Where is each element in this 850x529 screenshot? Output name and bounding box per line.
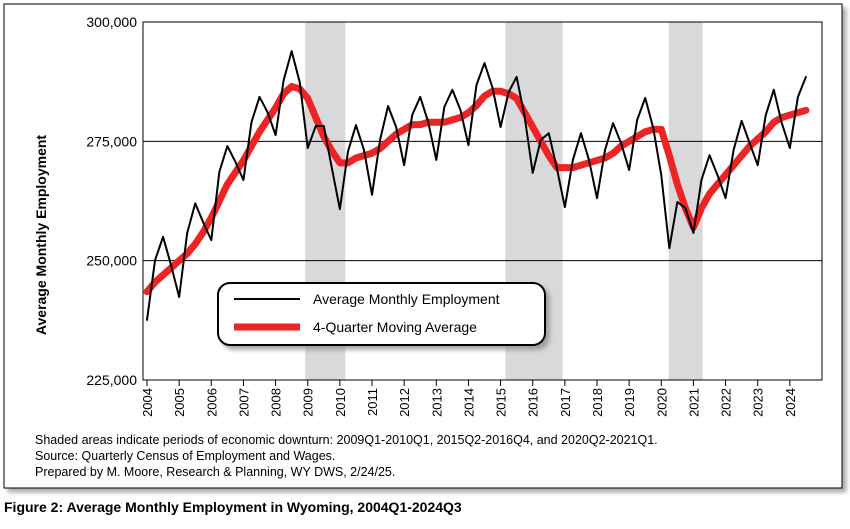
x-tick-label: 2011 bbox=[365, 388, 380, 416]
x-tick-label: 2018 bbox=[590, 388, 605, 417]
y-tick-label: 275,000 bbox=[86, 133, 137, 149]
x-tick-label: 2019 bbox=[622, 388, 637, 417]
x-tick-label: 2012 bbox=[397, 388, 412, 417]
x-tick-label: 2015 bbox=[494, 388, 509, 417]
y-tick-label: 300,000 bbox=[86, 14, 137, 30]
x-tick-label: 2014 bbox=[461, 388, 476, 417]
x-tick-label: 2013 bbox=[429, 388, 444, 417]
x-tick-label: 2016 bbox=[526, 388, 541, 417]
x-tick-label: 2004 bbox=[140, 388, 155, 417]
y-axis-label: Average Monthly Employment bbox=[33, 135, 49, 336]
x-tick-label: 2006 bbox=[204, 388, 219, 417]
y-tick-label: 250,000 bbox=[86, 253, 137, 269]
y-tick-label: 225,000 bbox=[86, 372, 137, 388]
x-tick-label: 2021 bbox=[686, 388, 701, 417]
series-line bbox=[146, 50, 807, 321]
x-tick-label: 2017 bbox=[558, 388, 573, 417]
note: Source: Quarterly Census of Employment a… bbox=[35, 449, 335, 463]
legend-label: Average Monthly Employment bbox=[313, 291, 500, 307]
x-tick-label: 2010 bbox=[333, 388, 348, 417]
x-tick-label: 2023 bbox=[751, 388, 766, 417]
x-tick-label: 2008 bbox=[269, 388, 284, 417]
caption: Figure 2: Average Monthly Employment in … bbox=[4, 499, 462, 515]
x-tick-label: 2020 bbox=[654, 388, 669, 417]
legend: Average Monthly Employment 4-Quarter Movi… bbox=[217, 282, 546, 346]
x-tick-label: 2007 bbox=[236, 388, 251, 417]
note: Prepared by M. Moore, Research & Plannin… bbox=[35, 465, 395, 479]
legend-label: 4-Quarter Moving Average bbox=[313, 319, 477, 335]
plot-border bbox=[142, 21, 823, 381]
x-tick-label: 2022 bbox=[719, 388, 734, 417]
x-tick-label: 2005 bbox=[172, 388, 187, 417]
x-tick-label: 2024 bbox=[783, 388, 798, 417]
note: Shaded areas indicate periods of economi… bbox=[35, 433, 658, 447]
x-tick-label: 2009 bbox=[301, 388, 316, 417]
